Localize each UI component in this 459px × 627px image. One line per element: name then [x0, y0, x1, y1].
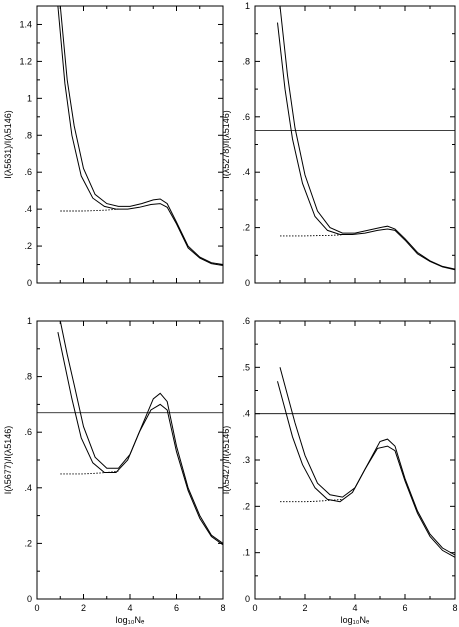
series-line-1 [59, 320, 224, 544]
chart-panel-bottom-left: 0 2 4 6 8 0 .2 .4 .6 .8 1 I(λ5677)/I(λ5146) log₁₀Nₑ [3, 316, 226, 625]
x-tick-label: 4 [352, 603, 357, 613]
y-axis-label: I(λ5278)/I(λ5146) [221, 110, 231, 179]
chart-panel-top-right: 0 .2 .4 .6 .8 1 I(λ5278)/I(λ5146) [221, 1, 456, 288]
y-tick-label: 0 [27, 594, 32, 604]
y-tick-label: .2 [242, 501, 250, 511]
chart-panel-top-left: 0 .2 .4 .6 .8 1 1.2 1.4 I(λ5631)/I(λ5146) [3, 5, 224, 288]
x-axis-label: log₁₀Nₑ [116, 615, 145, 625]
y-tick-label: .3 [242, 455, 250, 465]
x-tick-label: 0 [34, 603, 39, 613]
y-tick-label: .2 [24, 538, 32, 548]
y-tick-label: 1 [245, 1, 250, 11]
series-line-1 [59, 5, 224, 265]
y-tick-label: .2 [24, 241, 32, 251]
x-tick-label: 0 [252, 603, 257, 613]
series-line-3 [60, 208, 119, 212]
x-tick-label: 6 [402, 603, 407, 613]
y-tick-label: 1.2 [19, 56, 32, 66]
y-axis-label: I(λ5427)/I(λ5146) [221, 426, 231, 495]
chart-panel-bottom-right: 0 2 4 6 8 0 .1 .2 .3 .4 .5 .6 I(λ5427)/I(λ5146) log₁₀… [221, 316, 458, 625]
y-tick-label: .8 [24, 130, 32, 140]
y-tick-label: .4 [242, 409, 250, 419]
series-line-2 [57, 331, 224, 546]
x-tick-label: 4 [127, 603, 132, 613]
y-tick-label: .8 [24, 372, 32, 382]
y-tick-label: .5 [242, 362, 250, 372]
y-tick-label: .2 [242, 223, 250, 233]
y-tick-label: .4 [242, 167, 250, 177]
series-line-3 [280, 498, 343, 503]
x-tick-label: 2 [81, 603, 86, 613]
series-line-1 [279, 367, 456, 556]
series-line-3 [280, 234, 343, 237]
x-tick-label: 8 [220, 603, 225, 613]
y-tick-label: .6 [24, 427, 32, 437]
y-tick-label: .8 [242, 56, 250, 66]
series-line-2 [277, 381, 456, 558]
series-line-3 [60, 470, 119, 475]
series-line-1 [279, 5, 456, 270]
plot-frame [254, 5, 456, 284]
y-tick-label: .6 [242, 112, 250, 122]
x-axis-label: log₁₀Nₑ [341, 615, 370, 625]
y-tick-label: .1 [242, 548, 250, 558]
y-tick-label: 0 [245, 278, 250, 288]
x-tick-label: 8 [452, 603, 457, 613]
plot-frame [36, 320, 224, 600]
y-tick-label: .6 [242, 316, 250, 326]
plot-frame [36, 5, 224, 284]
y-tick-label: 1 [27, 93, 32, 103]
y-tick-label: .4 [24, 483, 32, 493]
y-axis-label: I(λ5631)/I(λ5146) [3, 110, 13, 179]
series-line-2 [277, 22, 456, 271]
y-tick-label: 0 [245, 594, 250, 604]
y-tick-label: 1.4 [19, 19, 32, 29]
x-tick-label: 6 [174, 603, 179, 613]
plot-frame [254, 320, 456, 600]
y-tick-label: 1 [27, 316, 32, 326]
y-axis-label: I(λ5677)/I(λ5146) [3, 426, 13, 495]
y-tick-label: .4 [24, 204, 32, 214]
x-tick-label: 2 [302, 603, 307, 613]
y-tick-label: .6 [24, 167, 32, 177]
series-line-2 [57, 5, 224, 266]
y-tick-label: 0 [27, 278, 32, 288]
